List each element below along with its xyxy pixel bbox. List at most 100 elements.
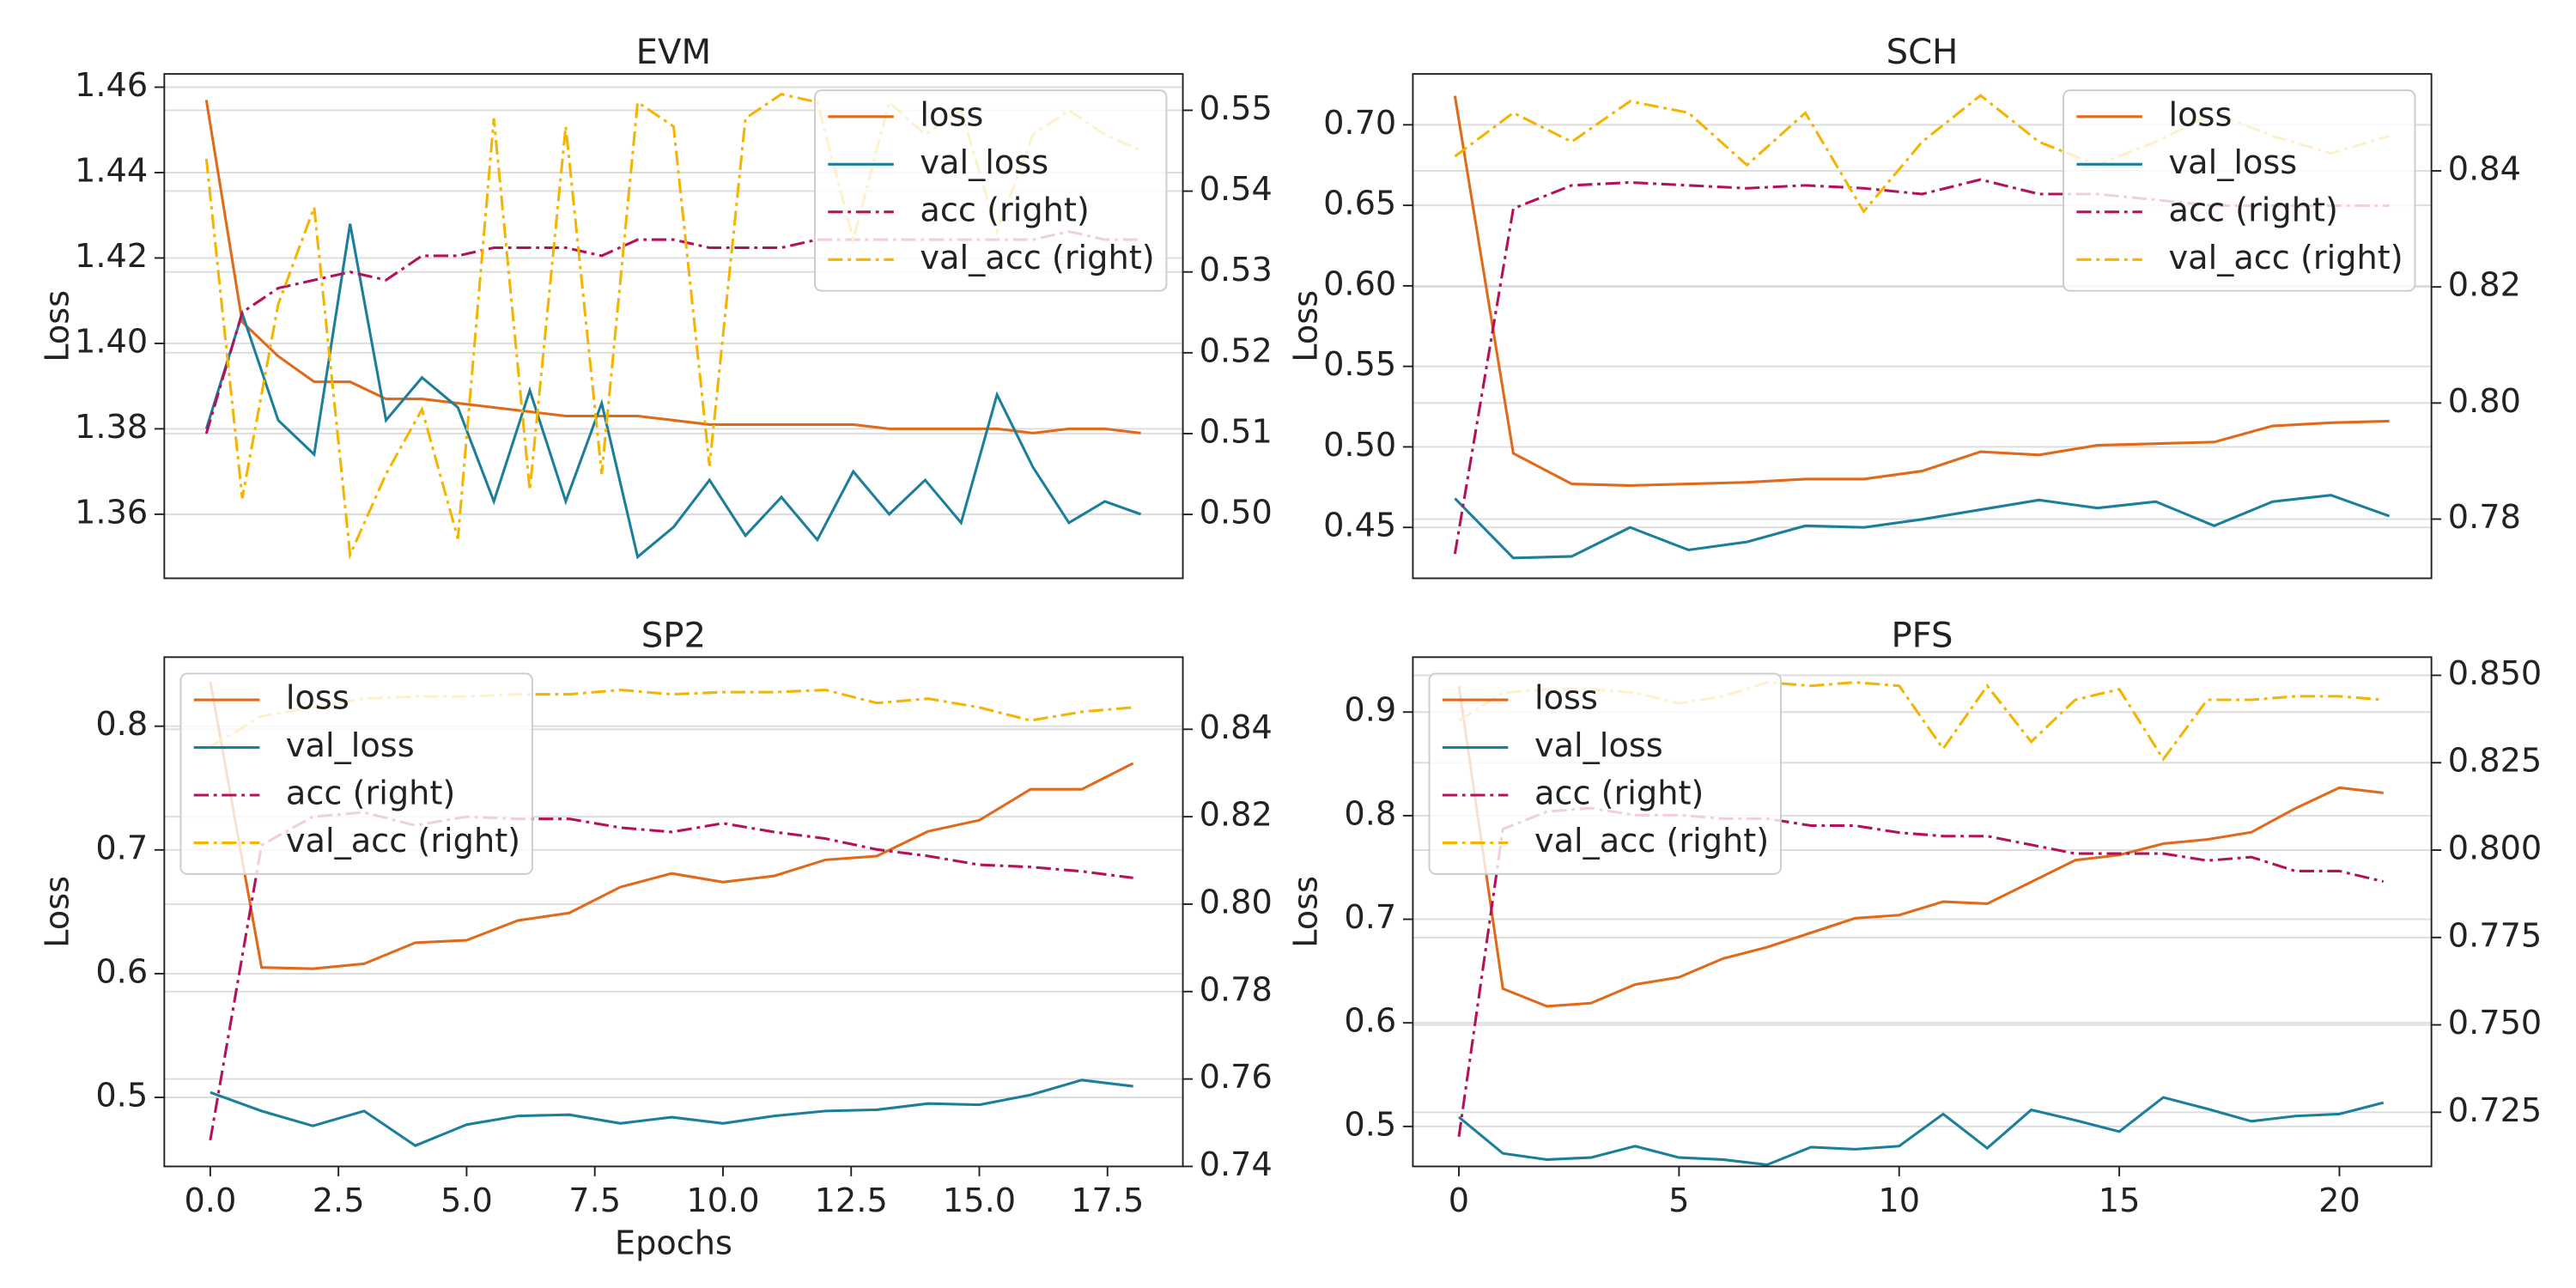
subplot-title: PFS [1891, 616, 1953, 655]
y-tick-label: 0.70 [1323, 104, 1396, 143]
y-tick-label: 1.46 [75, 66, 148, 105]
x-tick-label: 17.5 [1071, 1182, 1144, 1220]
y-tick-label: 0.9 [1344, 691, 1396, 730]
legend-label: loss [2169, 95, 2233, 134]
legend-label: loss [286, 679, 349, 718]
legend-label: val_loss [286, 726, 415, 765]
subplot: 1.36 1.38 1.40 1.42 1.44 1.46 0.50 0.51 0.52 0.53… [38, 33, 1273, 580]
y2-tick-label: 0.80 [2448, 382, 2521, 421]
y-tick-label: 0.55 [1323, 345, 1396, 384]
x-tick-label: 0 [1449, 1182, 1469, 1220]
y2-tick-label: 0.82 [1200, 796, 1273, 835]
y2-tick-label: 0.725 [2448, 1091, 2543, 1130]
y2-tick-label: 0.80 [1200, 883, 1273, 921]
y2-tick-label: 0.52 [1200, 331, 1273, 370]
x-tick-label: 2.5 [313, 1182, 365, 1220]
y-tick-label: 0.8 [1344, 794, 1396, 833]
series-line [209, 811, 1133, 1141]
y-tick-label: 0.8 [95, 705, 148, 744]
subplot: 0.5 0.6 0.7 0.8 0.74 0.76 0.78 0.80 0.82 0.84 0.0 2… [38, 616, 1272, 1262]
y-tick-label: 0.7 [1344, 898, 1396, 937]
y2-tick-label: 0.50 [1200, 494, 1273, 532]
y2-tick-label: 0.76 [1200, 1058, 1273, 1097]
legend-box [1428, 672, 1782, 875]
y2-tick-label: 0.750 [2448, 1004, 2543, 1042]
y-axis-label: Loss [1286, 876, 1325, 948]
y2-tick-label: 0.82 [2448, 266, 2521, 305]
y2-tick-label: 0.51 [1200, 412, 1273, 451]
legend-box [179, 672, 533, 875]
y2-tick-label: 0.54 [1200, 170, 1273, 209]
series-line [1453, 178, 2390, 555]
y-tick-label: 1.42 [75, 237, 148, 276]
legend-label: acc (right) [1534, 775, 1704, 813]
y2-tick-label: 0.775 [2448, 916, 2543, 955]
y-tick-label: 1.36 [75, 493, 148, 532]
series-line [210, 1078, 1133, 1147]
subplot: 0.45 0.50 0.55 0.60 0.65 0.70 0.78 0.80 0.82 0.84… [1286, 33, 2521, 580]
y-axis-label: Loss [1286, 290, 1325, 362]
y2-tick-label: 0.78 [1200, 970, 1273, 1009]
y-tick-label: 0.5 [1344, 1105, 1396, 1144]
legend-label: val_acc (right) [2169, 239, 2403, 277]
y-tick-label: 0.6 [1344, 1002, 1396, 1041]
legend-label: acc (right) [2169, 191, 2338, 229]
series-line [1458, 1096, 2385, 1167]
series-line [204, 100, 1141, 434]
axes-frame [163, 656, 1184, 1168]
legend-label: val_loss [1534, 726, 1663, 765]
y-tick-label: 0.60 [1323, 264, 1396, 303]
y-tick-label: 1.40 [75, 322, 148, 361]
axes-frame [163, 73, 1184, 580]
y2-tick-label: 0.78 [2448, 498, 2521, 537]
y2-tick-label: 0.74 [1200, 1145, 1273, 1184]
y-tick-label: 0.7 [95, 829, 148, 867]
y-tick-label: 1.44 [75, 151, 148, 190]
legend-label: val_acc (right) [1534, 822, 1769, 860]
series-line [210, 688, 1133, 748]
y2-tick-label: 0.55 [1200, 89, 1273, 128]
legend-label: val_acc (right) [920, 239, 1154, 277]
legend-box [2063, 89, 2416, 292]
x-tick-label: 7.5 [568, 1182, 621, 1220]
x-tick-label: 5.0 [440, 1182, 493, 1220]
legend-label: acc (right) [286, 775, 455, 813]
y-tick-label: 0.50 [1323, 426, 1396, 465]
y-tick-label: 0.45 [1323, 507, 1396, 545]
subplot-title: SP2 [641, 616, 706, 655]
series-line [1454, 494, 2391, 560]
legend-label: loss [1534, 679, 1598, 718]
y2-tick-label: 0.84 [1200, 708, 1273, 747]
legend-label: val_loss [920, 143, 1048, 182]
y-tick-label: 1.38 [75, 408, 148, 447]
legend-label: loss [920, 95, 983, 134]
x-tick-label: 5 [1668, 1182, 1689, 1220]
legend-label: val_acc (right) [286, 822, 520, 860]
y-tick-label: 0.65 [1323, 185, 1396, 223]
axes-frame [1412, 73, 2433, 580]
subplot-title: SCH [1886, 33, 1959, 72]
x-tick-label: 10.0 [686, 1182, 759, 1220]
y2-tick-label: 0.850 [2448, 654, 2543, 693]
series-line [209, 681, 1134, 970]
x-tick-label: 10 [1878, 1182, 1920, 1220]
series-line [1453, 95, 2390, 487]
legend-label: val_loss [2169, 143, 2298, 182]
x-tick-label: 12.5 [815, 1182, 888, 1220]
y2-tick-label: 0.825 [2448, 742, 2543, 781]
series-line [204, 223, 1142, 560]
x-tick-label: 20 [2318, 1182, 2360, 1220]
x-tick-label: 15 [2099, 1182, 2141, 1220]
y2-tick-label: 0.84 [2448, 149, 2521, 188]
series-line [1457, 685, 2384, 1008]
x-tick-label: 15.0 [943, 1182, 1016, 1220]
y-axis-label: Loss [38, 290, 76, 362]
y-tick-label: 0.5 [95, 1077, 148, 1115]
x-tick-label: 0.0 [184, 1182, 236, 1220]
axes-frame [1412, 656, 2433, 1168]
